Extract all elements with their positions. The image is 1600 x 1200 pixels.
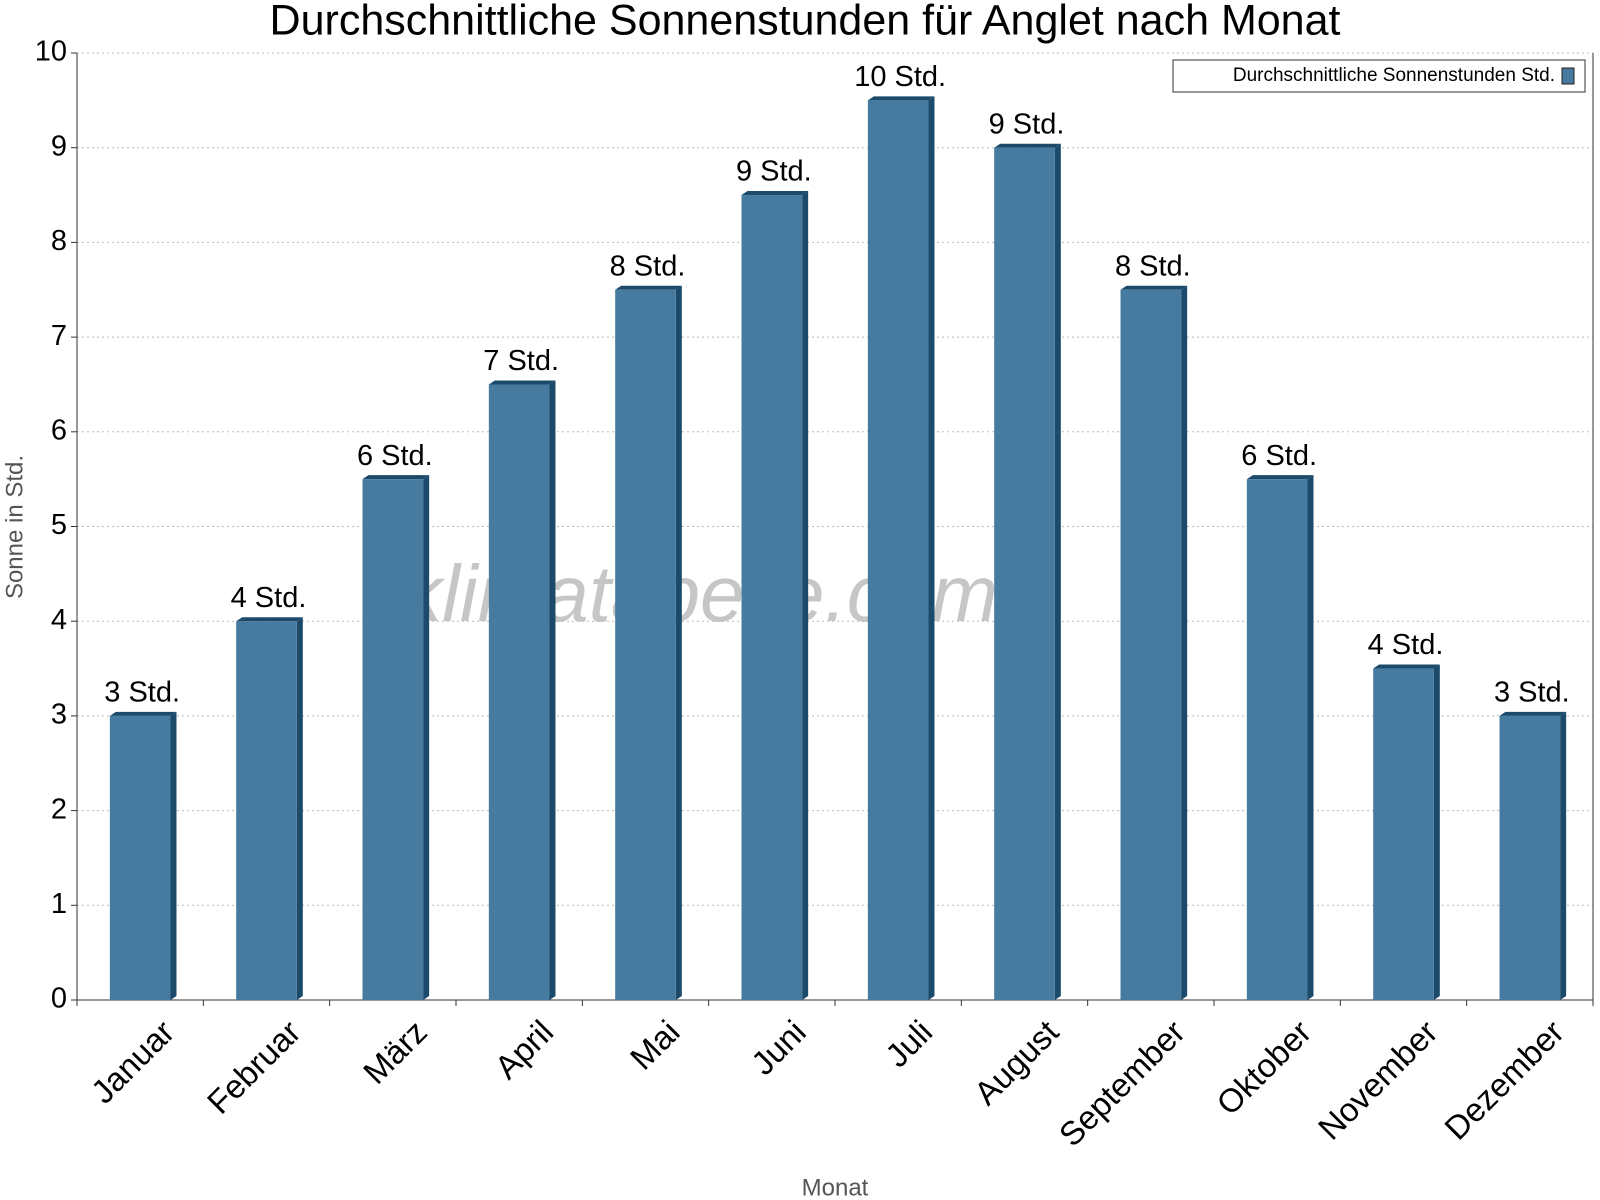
- y-tick-label: 10: [35, 36, 67, 68]
- bar-side: [1054, 143, 1061, 1000]
- bar-side: [170, 711, 177, 1000]
- y-tick-label: 9: [51, 130, 67, 162]
- data-label: 4 Std.: [1368, 629, 1444, 661]
- bar-side: [802, 191, 809, 1001]
- bar-group: [362, 475, 430, 1000]
- bar-side: [1307, 475, 1314, 1000]
- bar-group: [488, 380, 556, 1000]
- bar-side: [675, 285, 682, 1000]
- bar-top: [994, 143, 1061, 148]
- bar-group: [1246, 475, 1314, 1000]
- bar-top: [488, 380, 556, 385]
- y-tick-label: 5: [51, 509, 67, 541]
- data-label: 7 Std.: [483, 345, 559, 377]
- chart-title: Durchschnittliche Sonnenstunden für Angl…: [270, 0, 1341, 44]
- bar-top: [615, 285, 682, 290]
- data-label: 8 Std.: [1115, 250, 1191, 282]
- y-tick-label: 6: [51, 414, 67, 446]
- bar-top: [362, 475, 430, 480]
- data-label: 3 Std.: [104, 677, 180, 709]
- y-tick-label: 7: [51, 320, 67, 352]
- legend: Durchschnittliche Sonnenstunden Std.: [1172, 59, 1586, 93]
- bar: [109, 715, 171, 1000]
- bar: [994, 147, 1055, 1000]
- bar-group: [109, 711, 177, 1000]
- bar-top: [741, 191, 809, 196]
- y-tick-label: 3: [51, 699, 67, 731]
- bar-top: [109, 711, 177, 716]
- bar-top: [1373, 664, 1440, 669]
- legend-swatch: [1561, 67, 1575, 85]
- bar-top: [1120, 285, 1188, 290]
- bar-group: [994, 143, 1061, 1000]
- legend-label: Durchschnittliche Sonnenstunden Std.: [1233, 65, 1555, 86]
- bar-top: [867, 96, 935, 101]
- x-axis-label: Monat: [802, 1174, 869, 1200]
- legend-box: [1172, 59, 1586, 93]
- bar-group: [1499, 711, 1567, 1000]
- bar: [362, 479, 424, 1000]
- y-tick-label: 8: [51, 225, 67, 257]
- data-label: 3 Std.: [1494, 677, 1570, 709]
- data-label: 10 Std.: [854, 61, 946, 93]
- data-label: 4 Std.: [231, 582, 307, 614]
- bar-side: [1560, 711, 1567, 1000]
- bar: [1373, 668, 1434, 1000]
- bar-side: [1181, 285, 1188, 1000]
- data-label: 8 Std.: [610, 250, 686, 282]
- bar-group: [867, 96, 935, 1001]
- bar: [741, 195, 803, 1001]
- y-tick-label: 2: [51, 793, 67, 825]
- bar-group: [236, 617, 303, 1000]
- bar-side: [928, 96, 935, 1001]
- bar-side: [1433, 664, 1440, 1000]
- bar: [867, 100, 929, 1001]
- bar-top: [1246, 475, 1314, 480]
- bar: [1246, 479, 1308, 1000]
- data-label: 6 Std.: [357, 440, 433, 472]
- bar: [488, 384, 550, 1000]
- bar-group: [615, 285, 682, 1000]
- bar: [236, 621, 297, 1000]
- bar: [615, 289, 676, 1000]
- bar-top: [236, 617, 303, 622]
- bar-group: [1120, 285, 1188, 1000]
- y-tick-label: 1: [51, 888, 67, 920]
- bar: [1499, 715, 1561, 1000]
- bar-top: [1499, 711, 1567, 716]
- data-label: 6 Std.: [1241, 440, 1317, 472]
- data-label: 9 Std.: [736, 156, 812, 188]
- bar-side: [423, 475, 430, 1000]
- bar: [1120, 289, 1182, 1000]
- y-axis-label: Sonne in Std.: [1, 455, 28, 599]
- bar-side: [549, 380, 556, 1000]
- bar-group: [741, 191, 809, 1001]
- bar-side: [296, 617, 303, 1000]
- data-label: 9 Std.: [989, 108, 1065, 140]
- y-tick-label: 4: [51, 604, 67, 636]
- bar-group: [1373, 664, 1440, 1000]
- y-tick-label: 0: [51, 983, 67, 1015]
